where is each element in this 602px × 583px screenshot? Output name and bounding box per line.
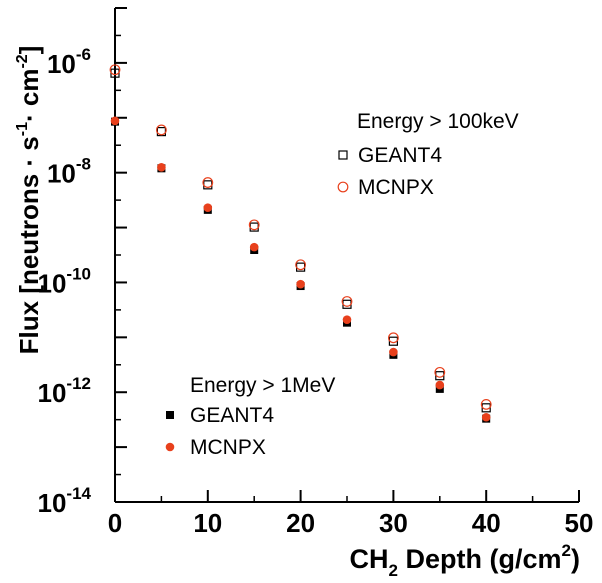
y-tick-exponent: -12 [66, 374, 91, 393]
data-point [202, 177, 214, 188]
data-point [295, 259, 307, 271]
x-axis-title: CH2 Depth (g/cm2) [350, 541, 580, 580]
y-tick-exponent: -8 [76, 155, 91, 174]
y-title-main: Flux [neutrons · s [14, 136, 44, 354]
x-tick-label: 50 [565, 508, 594, 538]
x-tick-label: 10 [193, 508, 222, 538]
plot-frame [114, 8, 579, 503]
y-tick-base: 10 [47, 159, 76, 189]
legends: Energy > 100keV GEANT4 MCNPX Energy > 1MeV G… [165, 110, 519, 459]
data-point [248, 219, 260, 231]
y-tick-exponent: -6 [76, 45, 91, 64]
x-title-superscript: 2 [562, 541, 571, 560]
axis-titles: CH2 Depth (g/cm2)Flux [neutrons · s-1· c… [14, 46, 580, 580]
x-title-main: CH [350, 544, 389, 574]
data-point [435, 380, 445, 390]
x-tick-label: 30 [379, 508, 408, 538]
y-tick-label: 10-12 [38, 374, 92, 408]
data-point [155, 124, 167, 136]
x-title-rest: Depth (g/cm [398, 544, 562, 574]
y-tick-label: 10-14 [38, 484, 92, 518]
y-tick-exponent: -14 [66, 484, 91, 503]
data-point [341, 296, 353, 307]
x-title-end: ) [571, 544, 580, 574]
series-open-circle [109, 64, 492, 410]
data-point [249, 242, 259, 252]
y-tick-base: 10 [47, 49, 76, 79]
data-point [342, 315, 352, 324]
y-title-superscript-1: -1 [14, 122, 31, 136]
series-filled-circle [110, 116, 491, 422]
data-point [434, 366, 446, 378]
data-point [389, 347, 398, 357]
y-tick-base: 10 [38, 378, 67, 408]
data-point [157, 163, 166, 172]
legend-title: Energy > 1MeV [190, 374, 335, 397]
x-tick-label: 40 [472, 508, 501, 538]
y-tick-label: 10-8 [47, 155, 91, 189]
legend-marker [337, 181, 349, 193]
legend-marker [338, 150, 348, 160]
y-tick-base: 10 [38, 488, 67, 518]
y-tick-exponent: -10 [66, 264, 91, 283]
data-point [388, 332, 399, 344]
legend-entry-label: MCNPX [190, 436, 266, 459]
data-point [110, 116, 120, 126]
y-title-mid: · cm [14, 69, 44, 122]
x-title-subscript: 2 [389, 561, 398, 580]
legend-entry-label: MCNPX [358, 176, 434, 199]
data-point [342, 299, 352, 309]
data-point [481, 412, 491, 422]
y-axis-title: Flux [neutrons · s-1· cm-2] [14, 46, 44, 355]
legend-title: Energy > 100keV [357, 110, 519, 133]
legend-top-right: Energy > 100keV GEANT4 MCNPX [337, 110, 519, 199]
y-title-superscript-2: -2 [14, 54, 31, 68]
data-point [480, 398, 492, 410]
x-tick-label: 20 [286, 508, 315, 538]
legend-entry-label: GEANT4 [358, 144, 442, 167]
axis-ticks [114, 7, 580, 503]
x-tick-label: 0 [108, 508, 122, 538]
data-series [109, 64, 492, 423]
data-point [109, 64, 121, 76]
legend-marker [166, 411, 174, 419]
legend-marker [165, 442, 175, 452]
data-point [296, 279, 305, 289]
legend-bottom-left: Energy > 1MeV GEANT4 MCNPX [165, 374, 335, 459]
data-point [203, 203, 213, 213]
y-tick-base: 10 [38, 268, 67, 298]
y-tick-label: 10-6 [47, 45, 91, 79]
y-tick-label: 10-10 [38, 264, 92, 298]
legend-entry-label: GEANT4 [190, 404, 274, 427]
y-title-end: ] [14, 46, 44, 55]
